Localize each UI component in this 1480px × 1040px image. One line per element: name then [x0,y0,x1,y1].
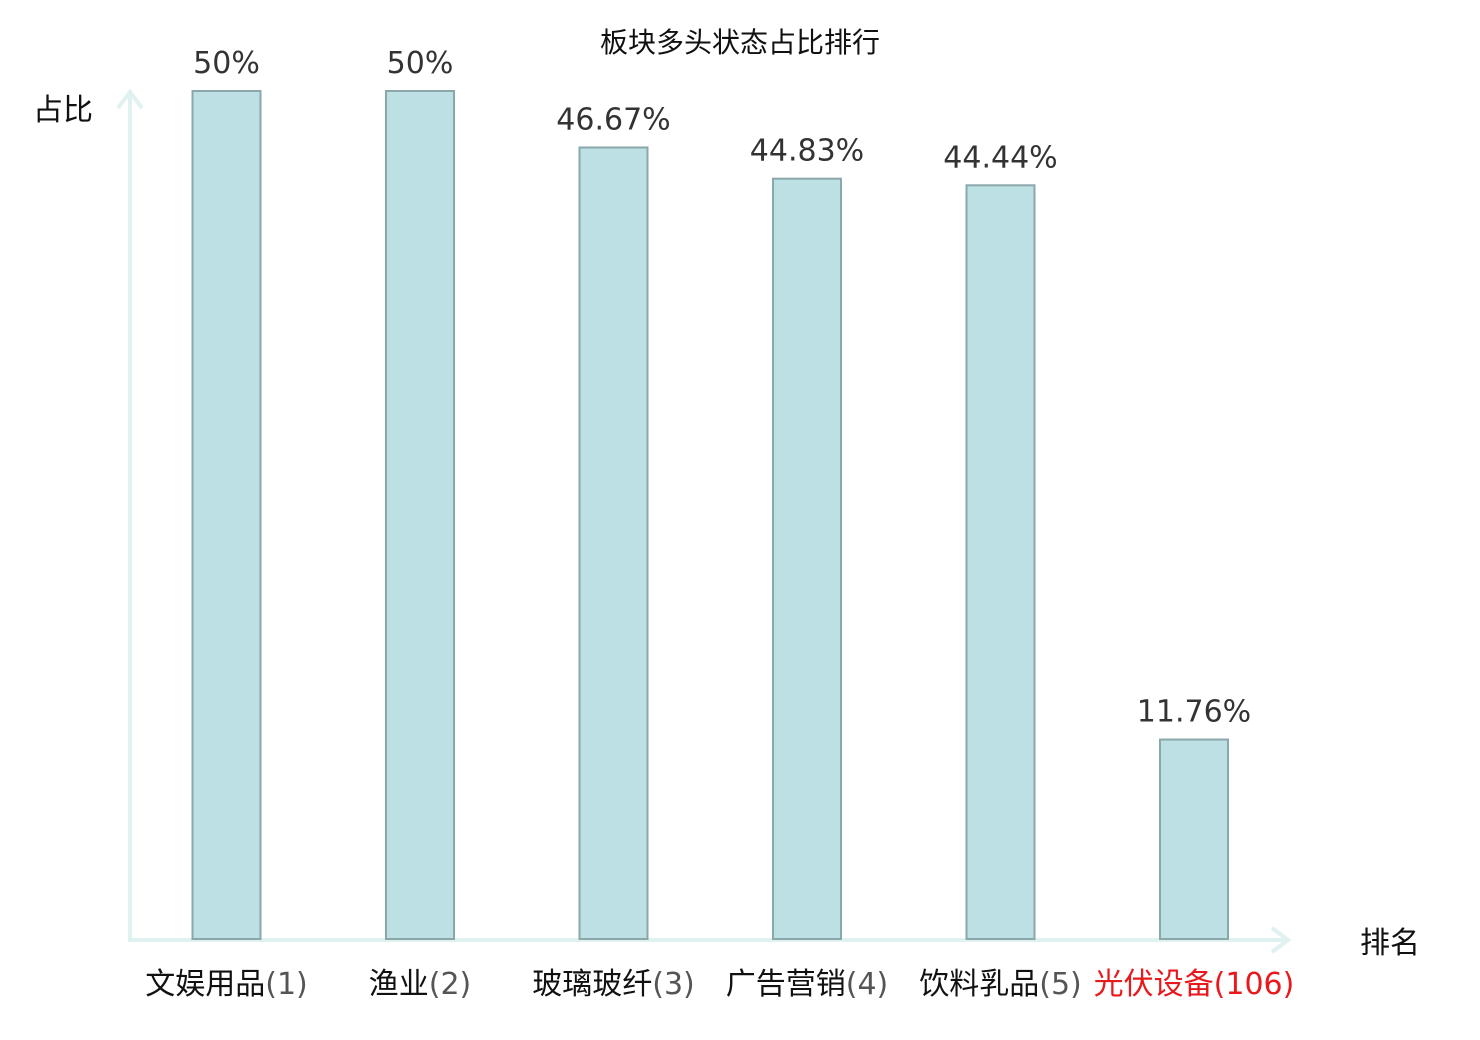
value-label-3: 46.67% [556,102,670,137]
category-rank-4: (4) [846,967,889,1002]
category-rank-3: (3) [652,967,695,1002]
category-name-3: 玻璃玻纤 [532,967,652,1002]
category-rank-5: (5) [1039,967,1082,1002]
chart-title: 板块多头状态占比排行 [600,26,880,59]
category-label-4: 广告营销(4) [726,967,889,1002]
x-axis [128,926,1292,954]
category-rank-1: (1) [265,967,308,1002]
bar-2 [385,90,455,940]
value-label-2: 50% [387,46,454,81]
bar-1 [191,90,262,940]
bar-5 [965,184,1036,940]
y-axis [116,88,144,940]
category-label-2: 渔业(2) [369,967,472,1002]
x-axis-arrow-icon [1270,926,1292,954]
bars-layer [191,90,1229,941]
value-label-1: 50% [193,46,260,81]
category-name-5: 饮料乳品 [919,967,1039,1002]
y-axis-title: 占比 [33,93,93,128]
value-labels-layer: 50% 50% 46.67% 44.83% 44.44% 11.76% [193,46,1251,730]
category-label-6: 光伏设备(106) [1094,967,1295,1002]
category-labels-layer: 文娱用品(1) 渔业(2) 玻璃玻纤(3) 广告营销(4) 饮料乳品(5) 光伏设备(10… [145,967,1294,1002]
value-label-6: 11.76% [1137,695,1251,730]
bar-3 [578,146,649,940]
category-rank-6: (106) [1214,967,1295,1002]
category-name-2: 渔业 [369,967,429,1002]
category-rank-2: (2) [429,967,472,1002]
category-name-4: 广告营销 [726,967,846,1002]
category-name-1: 文娱用品 [145,967,265,1002]
category-label-3: 玻璃玻纤(3) [532,967,695,1002]
category-label-1: 文娱用品(1) [145,967,308,1002]
category-name-6: 光伏设备 [1094,967,1214,1002]
y-axis-arrow-icon [116,88,144,110]
bar-4 [772,177,842,940]
value-label-4: 44.83% [750,134,864,169]
bar-6 [1159,738,1229,941]
x-axis-title: 排名 [1360,926,1420,961]
value-label-5: 44.44% [943,140,1057,175]
category-label-5: 饮料乳品(5) [919,967,1082,1002]
